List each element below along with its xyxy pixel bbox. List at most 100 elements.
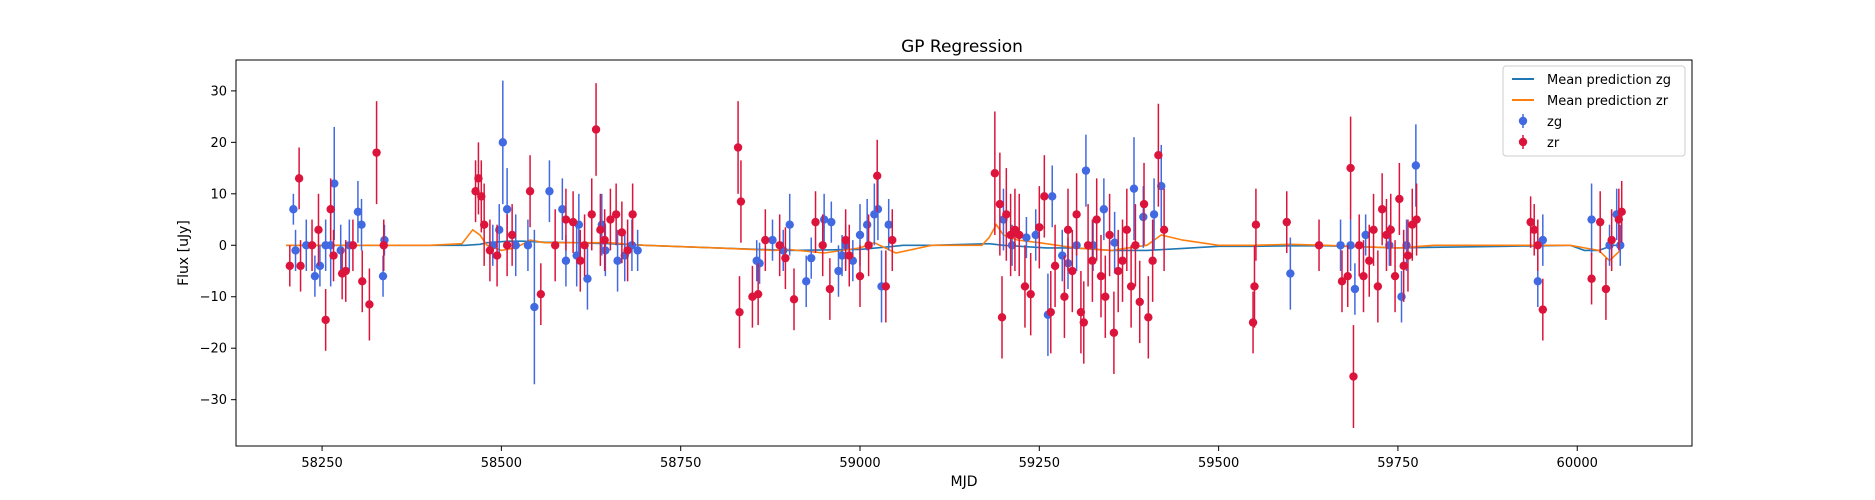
series-zr-marker-119 — [1530, 225, 1539, 235]
series-zr-marker-19 — [485, 246, 495, 255]
series-zg-marker-78 — [1533, 277, 1542, 286]
legend-label: Mean prediction zg — [1547, 73, 1671, 88]
series-zr-marker-81 — [1101, 292, 1110, 301]
series-zr-point-71 — [1060, 255, 1069, 338]
series-zr-marker-105 — [1359, 271, 1368, 281]
series-zr-marker-11 — [358, 277, 367, 286]
series-zr-marker-90 — [1139, 199, 1149, 209]
series-zr-point-112 — [1390, 240, 1400, 313]
series-zr-marker-96 — [1250, 282, 1259, 291]
series-zr-point-88 — [1131, 204, 1140, 287]
series-zr-point-117 — [1412, 183, 1421, 256]
series-zg-point-38 — [802, 255, 811, 308]
series-zr-point-91 — [1144, 276, 1153, 359]
series-zr-marker-3 — [307, 241, 317, 250]
series-zr-point-47 — [789, 268, 799, 331]
series-zg-marker-2 — [302, 241, 311, 250]
series-zg-point-61 — [1081, 134, 1091, 207]
series-zg-point-37 — [785, 193, 794, 256]
series-zr-marker-23 — [525, 187, 535, 196]
series-zr-marker-112 — [1390, 271, 1400, 281]
y-axis-label: Flux [uJy] — [176, 220, 192, 286]
x-tick-label: 59000 — [839, 456, 880, 471]
series-zr-point-18 — [479, 183, 489, 266]
series-zr-marker-31 — [591, 125, 601, 134]
series-zr-point-59 — [995, 152, 1005, 256]
series-zr-marker-15 — [471, 187, 480, 196]
x-tick-label: 59250 — [1019, 456, 1060, 471]
series-zr-marker-92 — [1148, 256, 1157, 265]
series-zg-marker-72 — [1350, 284, 1360, 294]
y-tick-label: 20 — [210, 136, 227, 151]
series-zr-marker-103 — [1349, 372, 1358, 381]
series-zg-point-19 — [523, 219, 533, 272]
series-zg-marker-32 — [633, 246, 642, 255]
series-zg-marker-23 — [561, 256, 571, 265]
series-zg-point-32 — [633, 229, 642, 272]
series-zg-point-65 — [1129, 137, 1139, 241]
series-zr-point-82 — [1105, 193, 1114, 277]
series-zg-marker-40 — [819, 215, 829, 224]
series-zr-marker-33 — [600, 235, 609, 245]
series-zr-point-52 — [845, 224, 854, 287]
series-zr-marker-10 — [348, 241, 358, 250]
series-zr-marker-7 — [329, 251, 338, 260]
series-zr-marker-30 — [587, 210, 596, 219]
series-zr-point-101 — [1343, 245, 1352, 308]
series-zr-point-113 — [1395, 162, 1404, 235]
series-zr-marker-25 — [550, 241, 560, 250]
series-zr-point-13 — [372, 101, 381, 205]
series-zr-point-56 — [881, 250, 891, 323]
series-zr-point-89 — [1135, 260, 1144, 344]
series-zr-marker-126 — [1614, 215, 1624, 224]
series-zg-marker-54 — [1022, 233, 1031, 242]
series-zr-marker-67 — [1035, 223, 1044, 232]
x-tick-label: 60000 — [1557, 456, 1598, 471]
legend-item-mean-prediction-zg: Mean prediction zg — [1512, 73, 1671, 88]
series-zr-point-19 — [485, 219, 495, 282]
series-zr-marker-5 — [321, 315, 330, 325]
series-zg-point-70 — [1336, 219, 1345, 272]
series-zr-point-105 — [1359, 240, 1368, 313]
series-zr-point-51 — [841, 209, 850, 272]
series-zg-marker-70 — [1336, 241, 1345, 250]
series-zr-point-99 — [1314, 219, 1324, 272]
series-zr-marker-93 — [1154, 151, 1163, 160]
series-zr-marker-58 — [990, 169, 1000, 178]
series-zg-point-16 — [498, 80, 508, 205]
series-zr-marker-24 — [536, 289, 546, 299]
series-zr-point-100 — [1337, 250, 1347, 313]
series-zr-marker-55 — [873, 171, 882, 180]
series-zg-marker-39 — [807, 253, 816, 263]
series-zr-point-75 — [1076, 271, 1086, 354]
series-zr-point-126 — [1614, 188, 1624, 251]
series-zr-point-111 — [1386, 193, 1395, 266]
y-tick-label: −30 — [200, 393, 227, 408]
series-zr-marker-101 — [1343, 271, 1352, 281]
series-zr-marker-124 — [1601, 284, 1611, 294]
series-zr-point-108 — [1373, 250, 1383, 323]
series-zg-marker-19 — [523, 241, 533, 250]
series-zr-point-123 — [1595, 191, 1605, 253]
series-zg-marker-63 — [1099, 205, 1109, 214]
series-zr-point-104 — [1355, 214, 1364, 277]
series-zg-marker-10 — [353, 207, 363, 217]
series-zr-point-41 — [736, 160, 746, 243]
series-zr-marker-75 — [1076, 307, 1086, 317]
series-zr-point-87 — [1126, 245, 1136, 328]
series-zg-point-67 — [1149, 178, 1159, 251]
series-zr-marker-1 — [294, 174, 304, 183]
series-zr-point-98 — [1282, 191, 1291, 253]
series-zg-marker-47 — [862, 220, 872, 229]
series-zr-point-16 — [474, 142, 483, 215]
series-zr-marker-9 — [341, 266, 350, 276]
series-zg-marker-46 — [855, 230, 865, 240]
series-zr-point-32 — [596, 193, 605, 266]
series-zr-point-7 — [329, 229, 338, 282]
series-zg-point-35 — [768, 219, 777, 261]
series-zr-marker-98 — [1282, 217, 1291, 227]
series-zr-point-94 — [1159, 188, 1169, 272]
legend-item-zr: zr — [1518, 135, 1560, 151]
series-zr-marker-14 — [379, 241, 388, 250]
series-zg-marker-11 — [357, 220, 366, 229]
